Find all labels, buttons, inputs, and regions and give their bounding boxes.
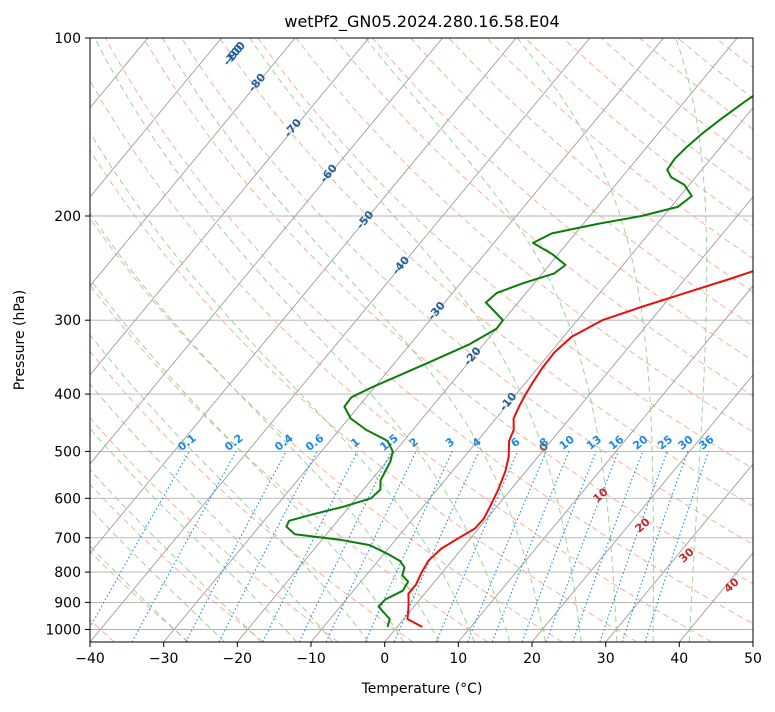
y-tick-label: 800 — [54, 565, 81, 581]
y-axis-label: Pressure (hPa) — [12, 290, 28, 390]
x-tick-label: −30 — [149, 651, 179, 667]
x-tick-label: −40 — [75, 651, 105, 667]
x-tick-label: 20 — [523, 651, 541, 667]
x-tick-label: 0 — [380, 651, 389, 667]
chart-title: wetPf2_GN05.2024.280.16.58.E04 — [284, 12, 559, 32]
y-tick-label: 1000 — [45, 623, 81, 639]
y-tick-label: 900 — [54, 595, 81, 611]
y-tick-label: 200 — [54, 209, 81, 225]
y-tick-label: 300 — [54, 313, 81, 329]
x-tick-label: 30 — [597, 651, 615, 667]
y-tick-label: 400 — [54, 387, 81, 403]
x-axis-label: Temperature (°C) — [361, 681, 483, 697]
y-tick-label: 600 — [54, 491, 81, 507]
y-tick-label: 500 — [54, 444, 81, 460]
x-tick-label: −10 — [296, 651, 326, 667]
y-tick-label: 100 — [54, 31, 81, 47]
x-tick-label: 50 — [744, 651, 762, 667]
x-tick-label: 10 — [449, 651, 467, 667]
x-tick-label: 40 — [670, 651, 688, 667]
y-tick-label: 700 — [54, 531, 81, 547]
x-tick-label: −20 — [223, 651, 253, 667]
